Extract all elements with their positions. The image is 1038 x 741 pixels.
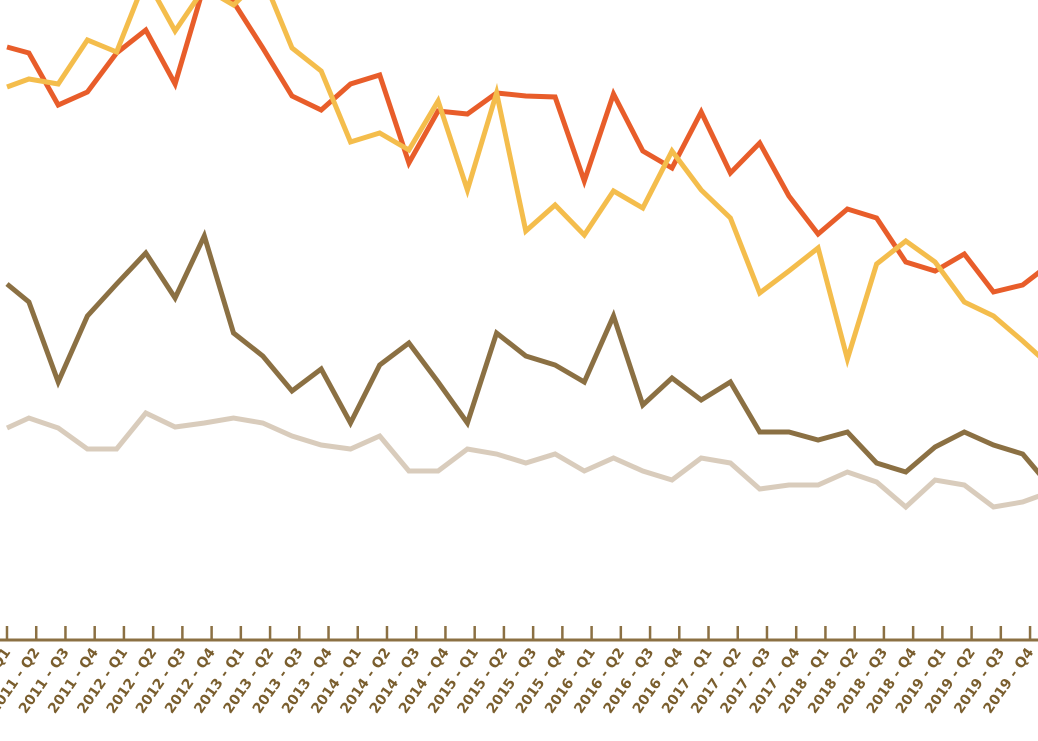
series-line-4	[5, 409, 1038, 511]
series-layer	[5, 0, 1038, 511]
series-line-2	[6, 0, 1038, 369]
series-line-1	[6, 0, 1038, 295]
series-line-3	[5, 229, 1038, 476]
